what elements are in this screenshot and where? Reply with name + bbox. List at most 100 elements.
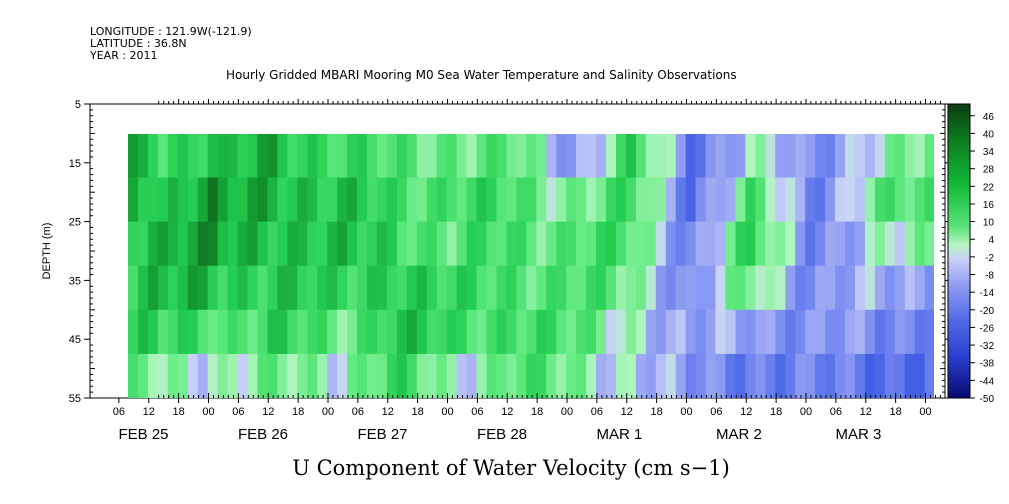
heatmap-cell [855,265,866,311]
x-tick-label: 18 [412,406,424,418]
heatmap-cell [904,309,916,355]
heatmap-cell [277,221,288,267]
heatmap-cell [396,134,408,179]
heatmap-cell [187,221,199,267]
heatmap-cell [924,221,934,267]
heatmap-cell [556,134,567,179]
heatmap-cell [835,265,846,311]
heatmap-cell [367,265,378,311]
heatmap-cell [755,177,766,223]
heatmap-cell [456,134,468,179]
heatmap-cell [506,134,517,179]
heatmap-cell [147,309,159,355]
heatmap-cell [586,177,597,223]
heatmap-cell [307,177,318,223]
heatmap-cell [466,221,478,267]
x-tick-label: 12 [621,406,633,418]
heatmap-cell [277,177,288,223]
heatmap-cell [566,353,577,398]
colorbar-tick-label: -8 [985,271,994,282]
heatmap-cell [745,177,756,223]
heatmap-cell [715,134,727,179]
heatmap-cell [685,221,697,267]
heatmap-cell [237,134,249,179]
heatmap-cell [416,265,428,311]
heatmap-cell [486,353,498,398]
heatmap-cell [745,353,756,398]
heatmap-cell [287,309,298,355]
heatmap-cell [635,221,647,267]
heatmap-cell [566,221,577,267]
heatmap-cell [516,309,527,355]
heatmap-cell [815,177,826,223]
heatmap-cell [685,265,697,311]
heatmap-cell [874,177,886,223]
heatmap-cell [197,265,209,311]
heatmap-cell [904,265,916,311]
heatmap-cell [277,134,288,179]
heatmap-cell [476,134,488,179]
heatmap-cell [177,309,189,355]
heatmap-cell [317,177,328,223]
heatmap-cell [795,265,806,311]
heatmap-cell [914,221,926,267]
heatmap-cell [516,353,527,398]
heatmap-cell [157,221,169,267]
heatmap-cell [556,221,567,267]
heatmap-cell [655,177,667,223]
heatmap-cell [735,309,747,355]
heatmap-cell [625,221,637,267]
heatmap-cell [546,265,557,311]
heatmap-cell [486,177,498,223]
heatmap-cell [785,309,796,355]
heatmap-cell [377,221,388,267]
heatmap-cell [755,134,766,179]
heatmap-cell [217,221,229,267]
heatmap-cell [685,353,697,398]
plot-title: Hourly Gridded MBARI Mooring M0 Sea Wate… [226,68,737,82]
heatmap-cell [606,353,617,398]
heatmap-cell [367,134,378,179]
colorbar-tick-label: -32 [980,341,995,352]
heatmap-cell [426,177,438,223]
x-tick-label: 06 [471,406,483,418]
heatmap-cell [217,134,229,179]
heatmap-cell [685,177,697,223]
y-tick-label: 45 [69,334,81,346]
colorbar-ticks: 46 40 34 28 22 16 10 4 -2 -8 -14 -20 -26 -32 -38 -44 -50 [970,112,994,405]
heatmap-cell [516,221,527,267]
heatmap-cell [536,134,547,179]
heatmap-cell [406,177,418,223]
heatmap-cell [486,134,498,179]
heatmap-cell [904,221,916,267]
heatmap-cell [357,134,368,179]
heatmap-cell [675,177,687,223]
heatmap-cell [297,309,308,355]
heatmap-cell [894,265,906,311]
heatmap-cell [207,177,219,223]
heatmap-cell [586,353,597,398]
heatmap-cell [884,353,896,398]
heatmap-cell [855,309,866,355]
heatmap-cell [128,353,139,398]
heatmap-cell [287,221,298,267]
heatmap-cell [187,177,199,223]
heatmap-cell [835,221,846,267]
heatmap-cell [765,134,776,179]
heatmap-cell [785,353,796,398]
heatmap-cell [556,265,567,311]
heatmap-cell [247,177,259,223]
heatmap-cell [187,353,199,398]
heatmap-cell [367,177,378,223]
heatmap-cell [377,177,388,223]
heatmap-cell [237,177,249,223]
heatmap-cell [237,309,249,355]
heatmap-cell [914,265,926,311]
heatmap-cell [725,134,737,179]
heatmap-cell [257,353,269,398]
x-tick-label: 06 [710,406,722,418]
heatmap-cell [327,353,338,398]
heatmap-cell [874,309,886,355]
heatmap-cell [586,134,597,179]
heatmap-cell [456,309,468,355]
